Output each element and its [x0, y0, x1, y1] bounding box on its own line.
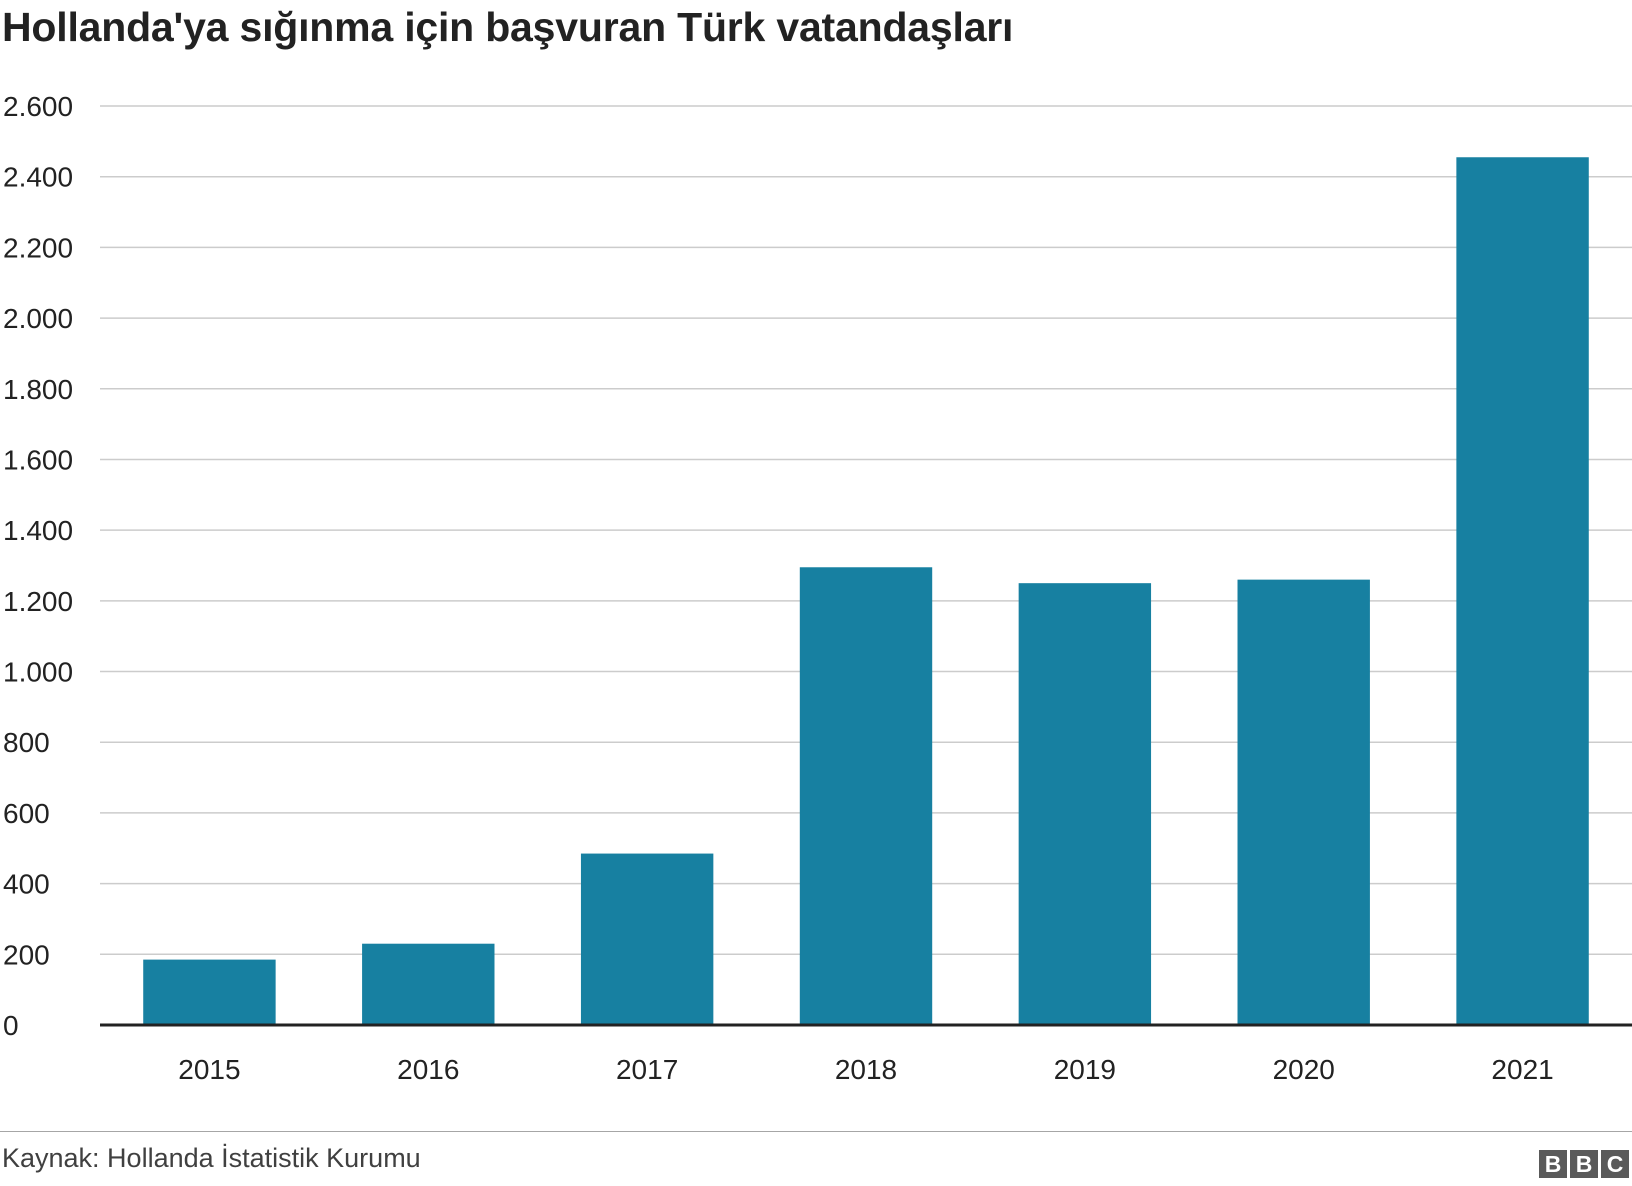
bars: [143, 157, 1589, 1025]
bar-2015: [143, 959, 276, 1025]
source-divider: [0, 1131, 1632, 1132]
y-tick-label: 1.400: [3, 515, 73, 546]
chart-title: Hollanda'ya sığınma için başvuran Türk v…: [2, 4, 1014, 50]
x-axis-ticks: 2015 2016 2017 2018 2019 2020 2021: [178, 1054, 1553, 1085]
bbc-logo-letter: B: [1539, 1150, 1567, 1178]
y-tick-label: 1.800: [3, 374, 73, 405]
bbc-logo: B B C: [1539, 1150, 1629, 1178]
bar-2018: [799, 567, 933, 1025]
y-tick-label: 2.600: [3, 91, 73, 122]
x-tick-label: 2015: [178, 1054, 240, 1085]
x-tick-label: 2016: [397, 1054, 459, 1085]
y-tick-label: 2.000: [3, 303, 73, 334]
y-tick-label: 200: [3, 939, 50, 970]
bbc-logo-letter: C: [1601, 1150, 1629, 1178]
y-tick-label: 1.000: [3, 657, 73, 688]
x-tick-label: 2017: [616, 1054, 678, 1085]
y-axis-ticks: 0 200 400 600 800 1.000 1.200 1.400 1.600 1.800 2.…: [3, 91, 73, 1041]
bar-2017: [580, 853, 714, 1025]
bar-2019: [1018, 583, 1152, 1025]
source-note: Kaynak: Hollanda İstatistik Kurumu: [2, 1143, 421, 1173]
y-tick-label: 0: [3, 1010, 19, 1041]
y-tick-label: 1.600: [3, 444, 73, 475]
bar-2020: [1237, 579, 1370, 1025]
x-tick-label: 2019: [1054, 1054, 1116, 1085]
y-tick-label: 800: [3, 727, 50, 758]
bbc-logo-letter: B: [1570, 1150, 1598, 1178]
bar-chart: 0 200 400 600 800 1.000 1.200 1.400 1.600 1.800 2.…: [3, 91, 1632, 1085]
y-tick-label: 600: [3, 798, 50, 829]
y-tick-label: 1.200: [3, 586, 73, 617]
x-tick-label: 2021: [1491, 1054, 1553, 1085]
x-tick-label: 2018: [835, 1054, 897, 1085]
y-tick-label: 2.400: [3, 162, 73, 193]
bar-2021: [1456, 157, 1589, 1025]
bar-2016: [362, 943, 495, 1025]
y-tick-label: 2.200: [3, 232, 73, 263]
x-tick-label: 2020: [1273, 1054, 1335, 1085]
y-tick-label: 400: [3, 869, 50, 900]
